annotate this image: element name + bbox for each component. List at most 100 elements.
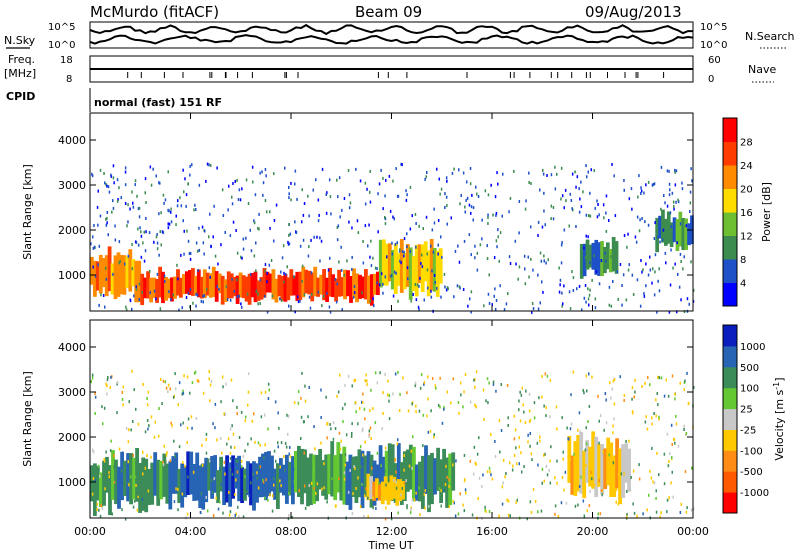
heatmap-cell	[189, 252, 192, 255]
heatmap-cell	[469, 459, 472, 463]
heatmap-cell	[687, 223, 691, 246]
heatmap-cell	[207, 458, 212, 491]
heatmap-cell	[378, 182, 381, 186]
heatmap-cell	[528, 392, 531, 396]
heatmap-cell	[245, 178, 248, 182]
heatmap-cell	[589, 261, 591, 265]
heatmap-cell	[387, 443, 392, 491]
heatmap-cell	[658, 267, 660, 271]
colorbar-segment	[723, 165, 737, 189]
heatmap-cell	[135, 407, 137, 411]
heatmap-cell	[296, 197, 298, 201]
heatmap-cell	[488, 301, 491, 305]
heatmap-cell	[353, 285, 356, 288]
heatmap-cell	[552, 206, 555, 209]
heatmap-cell	[188, 270, 192, 295]
heatmap-cell	[133, 499, 136, 503]
heatmap-cell	[105, 450, 107, 454]
heatmap-cell	[277, 274, 282, 297]
freq-tick-top: 18	[60, 55, 73, 66]
heatmap-cell	[668, 310, 671, 314]
heatmap-cell	[527, 255, 529, 259]
heatmap-cell	[235, 229, 237, 232]
heatmap-cell	[649, 383, 651, 387]
heatmap-cell	[557, 514, 560, 518]
colorbar-tick-label: -100	[740, 446, 763, 457]
heatmap-cell	[218, 287, 220, 291]
heatmap-cell	[162, 379, 165, 383]
heatmap-cell	[592, 455, 594, 459]
heatmap-cell	[532, 307, 535, 311]
heatmap-cell	[487, 193, 490, 197]
heatmap-cell	[275, 459, 277, 463]
heatmap-cell	[280, 298, 283, 302]
heatmap-cell	[578, 411, 581, 415]
heatmap-cell	[623, 399, 625, 402]
heatmap-cell	[393, 243, 398, 294]
heatmap-cell	[110, 263, 115, 295]
heatmap-cell	[475, 405, 477, 409]
heatmap-cell	[513, 169, 515, 173]
heatmap-cell	[490, 473, 492, 477]
heatmap-cell	[325, 277, 329, 302]
heatmap-cell	[445, 176, 448, 180]
heatmap-cell	[222, 214, 225, 217]
heatmap-cell	[235, 512, 237, 516]
heatmap-cell	[561, 291, 563, 295]
heatmap-cell	[125, 308, 128, 312]
heatmap-cell	[195, 452, 200, 501]
heatmap-cell	[113, 181, 115, 185]
heatmap-cell	[244, 419, 247, 423]
heatmap-cell	[417, 305, 420, 309]
heatmap-cell	[415, 222, 417, 225]
heatmap-cell	[634, 235, 637, 239]
heatmap-cell	[514, 239, 517, 243]
noise-panel: N.Sky 10^5 10^0 10^5 10^0 N.Search	[4, 21, 795, 51]
heatmap-cell	[463, 509, 466, 513]
heatmap-cell	[631, 386, 634, 390]
heatmap-cell	[463, 453, 466, 457]
heatmap-cell	[108, 465, 112, 516]
heatmap-cell	[351, 384, 353, 388]
heatmap-cell	[142, 450, 144, 454]
heatmap-cell	[288, 223, 290, 226]
heatmap-cell	[674, 183, 677, 187]
heatmap-cell	[677, 198, 679, 202]
heatmap-cell	[124, 202, 127, 205]
heatmap-cell	[336, 282, 338, 286]
heatmap-cell	[352, 295, 355, 299]
heatmap-cell	[308, 245, 310, 249]
heatmap-cell	[147, 390, 150, 394]
heatmap-cell	[397, 194, 400, 198]
heatmap-cell	[415, 491, 417, 495]
heatmap-cell	[184, 177, 186, 181]
y-tick-label: 1000	[58, 476, 86, 489]
heatmap-cell	[589, 489, 591, 493]
heatmap-cell	[529, 432, 531, 435]
heatmap-cell	[675, 422, 678, 426]
heatmap-cell	[644, 220, 646, 224]
heatmap-cell	[588, 404, 591, 408]
heatmap-cell	[205, 287, 208, 291]
heatmap-cell	[663, 482, 666, 486]
heatmap-cell	[329, 310, 332, 314]
heatmap-cell	[245, 236, 247, 240]
heatmap-cell	[217, 262, 219, 266]
heatmap-cell	[186, 512, 189, 516]
heatmap-cell	[421, 265, 424, 269]
heatmap-cell	[587, 170, 589, 174]
heatmap-cell	[361, 429, 364, 433]
heatmap-cell	[450, 401, 452, 405]
heatmap-cell	[277, 445, 279, 449]
heatmap-cell	[163, 444, 165, 448]
heatmap-cell	[309, 453, 313, 505]
heatmap-cell	[214, 426, 216, 430]
heatmap-cell	[578, 284, 581, 288]
heatmap-cell	[237, 505, 239, 509]
heatmap-cell	[663, 394, 666, 398]
heatmap-cell	[235, 459, 238, 463]
heatmap-cell	[401, 481, 405, 500]
heatmap-cell	[424, 177, 426, 181]
heatmap-cell	[369, 169, 371, 173]
heatmap-cell	[328, 178, 331, 182]
